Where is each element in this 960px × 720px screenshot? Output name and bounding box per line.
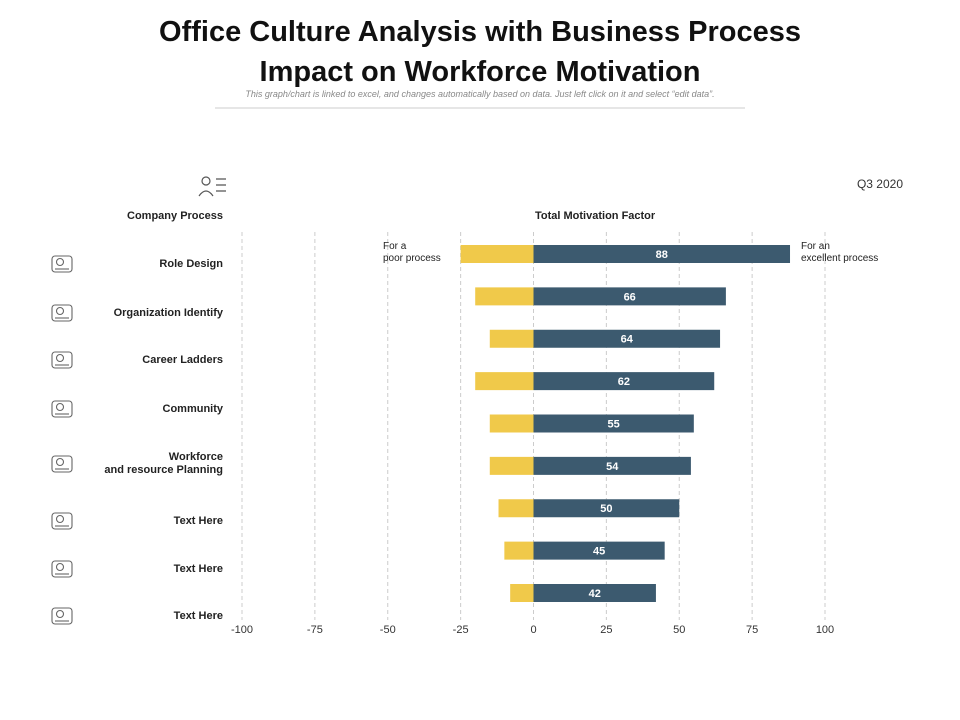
chart-header: Total Motivation Factor	[535, 210, 656, 222]
icon-part	[55, 457, 65, 467]
chart-title: Office Culture Analysis with Business Pr…	[159, 16, 801, 88]
icon-part	[51, 512, 73, 530]
process-icon	[51, 512, 73, 530]
x-tick-label: 75	[746, 624, 758, 636]
x-tick-label: 25	[600, 624, 612, 636]
bar	[533, 584, 656, 602]
process-label: Career Ladders	[142, 353, 223, 366]
value-label: 55	[608, 418, 620, 430]
x-tick-label: -100	[231, 624, 253, 636]
icon-part	[51, 400, 73, 418]
icon-part	[55, 562, 65, 572]
process-icon	[51, 400, 73, 418]
process-icon	[51, 607, 73, 625]
annotation: For an excellent process	[801, 241, 879, 264]
annotation: For a poor process	[383, 241, 441, 264]
process-icon	[51, 560, 73, 578]
process-label: Organization Identify	[113, 306, 223, 319]
icon-part	[55, 402, 65, 412]
icon-part	[51, 351, 73, 369]
process-label: Text Here	[173, 514, 223, 527]
process-label: Text Here	[173, 609, 223, 622]
value-label: 66	[624, 291, 636, 303]
value-label: 50	[600, 503, 612, 515]
bar	[533, 245, 791, 263]
bar	[533, 329, 721, 348]
icon-part	[51, 255, 73, 273]
icon-part	[55, 514, 65, 524]
x-tick-label: 50	[673, 624, 685, 636]
x-tick-label: 100	[816, 624, 834, 636]
process-label: Text Here	[173, 562, 223, 575]
icon-part	[51, 455, 73, 473]
bar	[475, 372, 534, 391]
bar	[510, 584, 534, 602]
bar	[504, 541, 534, 560]
bar	[533, 287, 726, 306]
process-label: Community	[162, 402, 224, 415]
bar	[533, 499, 680, 518]
icon-part	[55, 257, 65, 267]
process-icon	[51, 351, 73, 369]
x-tick-label: -50	[380, 624, 396, 636]
bar	[533, 541, 665, 560]
bar	[489, 414, 534, 433]
x-tick-label: -75	[307, 624, 323, 636]
value-label: 64	[621, 334, 634, 346]
icon-part	[55, 306, 65, 316]
value-label: 42	[589, 588, 601, 600]
bar	[533, 372, 715, 391]
icon-part	[51, 607, 73, 625]
header-icon	[198, 176, 226, 197]
icon-part	[55, 353, 65, 363]
left-header: Company Process	[127, 210, 223, 222]
bar	[498, 499, 534, 518]
period: Q3 2020	[856, 177, 903, 191]
x-tick-label: 0	[530, 624, 536, 636]
process-icon	[51, 255, 73, 273]
value-label: 88	[656, 249, 668, 261]
icon-part	[51, 304, 73, 322]
process-icon	[51, 304, 73, 322]
value-label: 54	[606, 461, 619, 473]
process-icon	[51, 455, 73, 473]
icon-part	[55, 609, 65, 619]
process-label: Role Design	[159, 257, 223, 270]
bar	[489, 456, 534, 475]
value-label: 45	[593, 546, 605, 558]
bar	[460, 245, 534, 263]
process-label: Workforce and resource Planning	[104, 451, 223, 476]
subtitle: This graph/chart is linked to excel, and…	[245, 89, 715, 99]
x-tick-label: -25	[453, 624, 469, 636]
value-label: 62	[618, 376, 630, 388]
bar	[489, 329, 534, 348]
icon-part	[51, 560, 73, 578]
bar	[533, 414, 694, 433]
bar	[533, 456, 691, 475]
bar	[475, 287, 534, 306]
